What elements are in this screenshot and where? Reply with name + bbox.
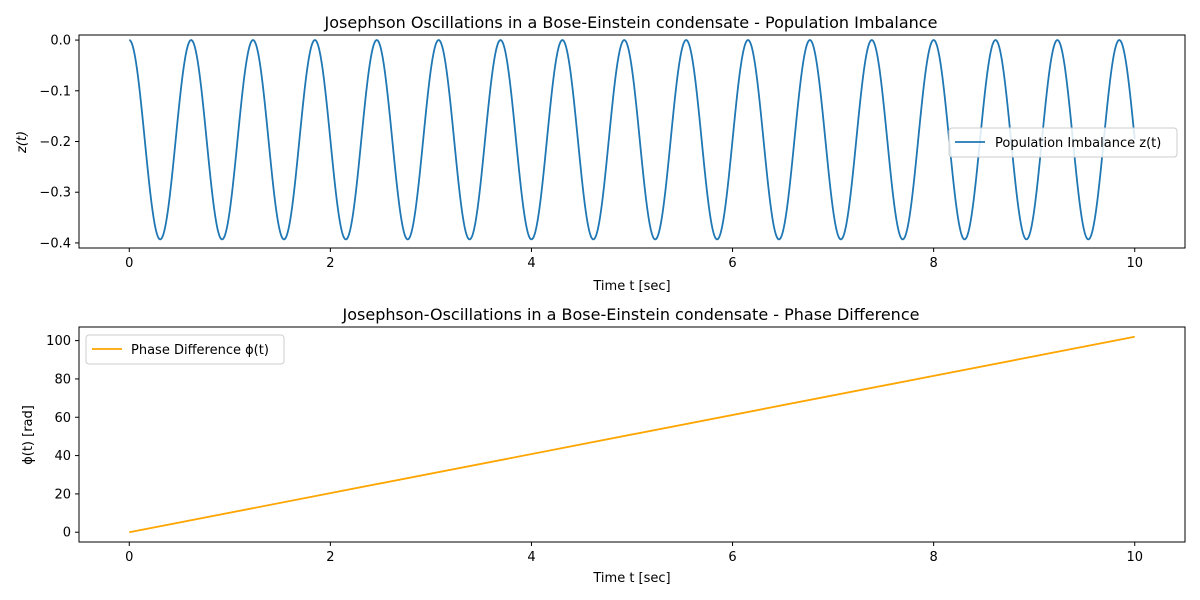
- legend-entry: Population Imbalance z(t): [995, 136, 1161, 151]
- x-tick-label: 0: [125, 550, 133, 565]
- legend-box: [85, 334, 285, 365]
- y-tick-label: 40: [54, 449, 71, 464]
- y-tick-label: −0.3: [39, 186, 71, 201]
- y-tick-label: −0.2: [39, 135, 71, 150]
- y-tick-label: 0.0: [50, 34, 71, 49]
- x-tick-label: 10: [1126, 256, 1143, 271]
- chart-title: Josephson Oscillations in a Bose-Einstei…: [324, 13, 938, 32]
- x-tick-label: 4: [527, 550, 535, 565]
- y-tick-label: 80: [54, 372, 71, 387]
- legend-entry: Phase Difference ϕ(t): [131, 343, 269, 358]
- y-axis-ticks: 0 20 40 60 80 100: [46, 334, 79, 541]
- x-tick-label: 6: [728, 256, 736, 271]
- x-axis-ticks: 0 2 4 6 8 10: [125, 248, 1143, 271]
- x-axis-label: Time t [sec]: [592, 571, 670, 586]
- x-tick-label: 2: [326, 550, 334, 565]
- population-imbalance-chart: Josephson Oscillations in a Bose-Einstei…: [15, 13, 1186, 294]
- x-tick-label: 6: [728, 550, 736, 565]
- phase-difference-chart: Josephson-Oscillations in a Bose-Einstei…: [21, 305, 1186, 586]
- population-imbalance-line: [129, 39, 1136, 241]
- x-axis-label: Time t [sec]: [592, 279, 670, 294]
- x-tick-label: 8: [929, 256, 937, 271]
- x-tick-label: 2: [326, 256, 334, 271]
- x-tick-label: 0: [125, 256, 133, 271]
- y-tick-label: 100: [46, 334, 71, 349]
- y-tick-label: −0.1: [39, 84, 71, 99]
- legend: Phase Difference ϕ(t): [85, 334, 285, 365]
- y-axis-label: z(t): [15, 131, 30, 154]
- y-tick-label: 0: [63, 526, 71, 541]
- plot-area: [78, 326, 1186, 543]
- y-axis-ticks: 0.0 −0.1 −0.2 −0.3 −0.4: [39, 34, 79, 251]
- y-axis-label: ϕ(t) [rad]: [21, 405, 36, 465]
- chart-title: Josephson-Oscillations in a Bose-Einstei…: [342, 305, 920, 324]
- x-tick-label: 10: [1126, 550, 1143, 565]
- x-tick-label: 4: [527, 256, 535, 271]
- x-tick-label: 8: [929, 550, 937, 565]
- y-tick-label: −0.4: [39, 236, 71, 251]
- y-tick-label: 60: [54, 411, 71, 426]
- x-axis-ticks: 0 2 4 6 8 10: [125, 542, 1143, 565]
- phase-difference-line: [129, 335, 1135, 534]
- legend-box: [948, 127, 1178, 158]
- y-tick-label: 20: [54, 487, 71, 502]
- legend: Population Imbalance z(t): [948, 127, 1178, 158]
